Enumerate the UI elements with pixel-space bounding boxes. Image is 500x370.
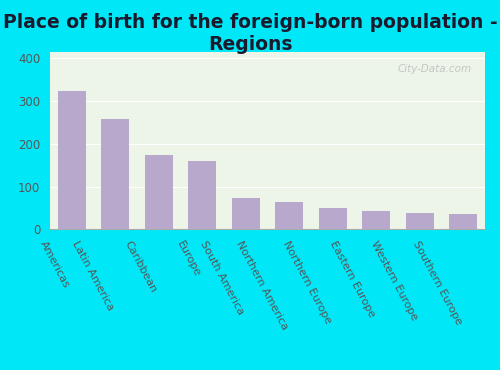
Bar	[144, 155, 173, 229]
Bar	[362, 211, 390, 229]
Bar	[275, 202, 304, 229]
Bar	[58, 91, 86, 229]
Text: City-Data.com: City-Data.com	[398, 64, 472, 74]
Bar	[318, 208, 347, 229]
Bar	[101, 119, 130, 229]
Bar	[449, 213, 478, 229]
Bar	[232, 198, 260, 229]
Text: Place of birth for the foreign-born population -
Regions: Place of birth for the foreign-born popu…	[2, 13, 498, 54]
Bar	[406, 213, 434, 229]
Bar	[188, 161, 216, 229]
